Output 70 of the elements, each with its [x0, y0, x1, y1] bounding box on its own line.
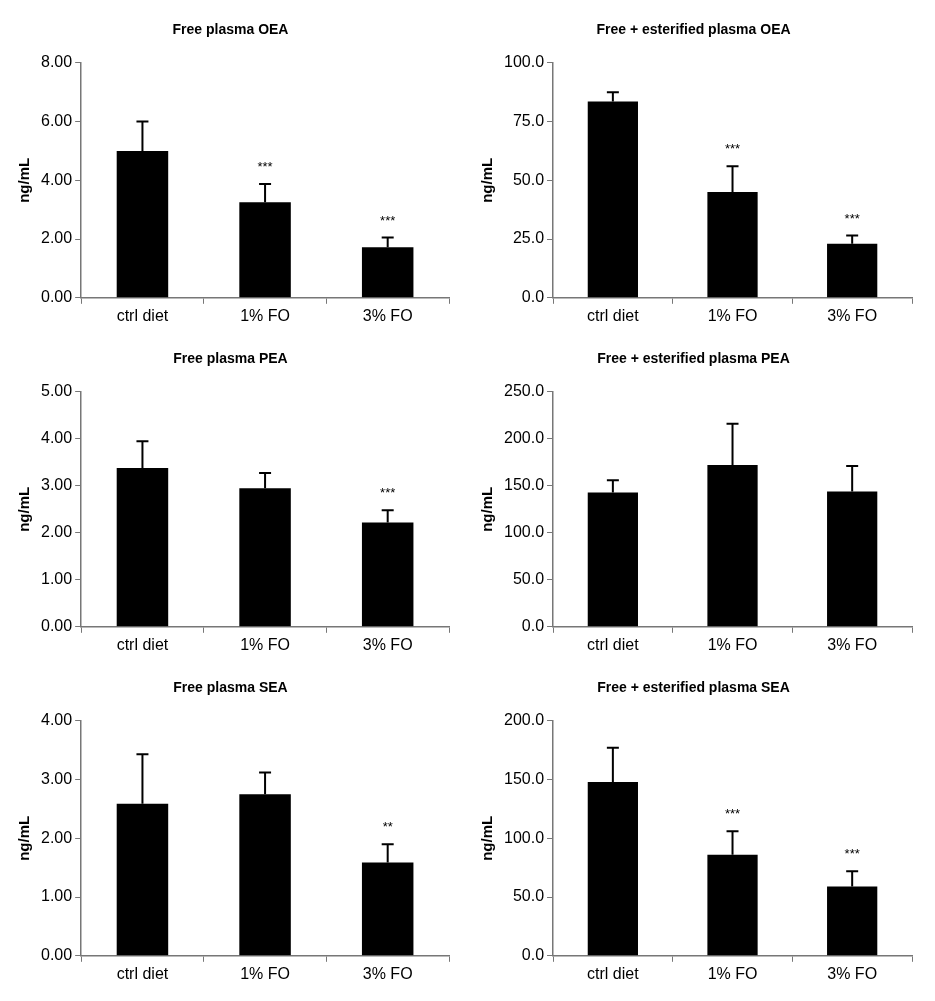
x-tick-label: 3% FO: [827, 964, 878, 982]
y-tick-label: 200.0: [503, 711, 545, 729]
y-tick-label: 8.00: [41, 53, 73, 71]
y-tick-label: 1.00: [41, 570, 73, 588]
y-tick-label: 100.0: [503, 523, 545, 541]
x-tick-label: ctrl diet: [587, 306, 640, 324]
x-tick-label: 3% FO: [362, 306, 413, 324]
x-tick-label: ctrl diet: [587, 964, 640, 982]
y-tick-label: 25.0: [512, 229, 545, 247]
y-tick-label: 100.0: [503, 53, 545, 71]
x-tick-label: 1% FO: [707, 964, 758, 982]
y-tick-label: 4.00: [41, 711, 73, 729]
y-tick-label: 50.0: [512, 570, 545, 588]
x-tick-label: ctrl diet: [587, 635, 640, 653]
x-tick-label: 3% FO: [362, 964, 413, 982]
y-tick-label: 0.00: [41, 288, 73, 306]
data-label: **: [382, 819, 393, 835]
x-tick-label: 3% FO: [362, 635, 413, 653]
data-label: ***: [844, 846, 860, 862]
y-tick-label: 0.0: [521, 946, 545, 964]
chart-title: Free plasma PEA: [173, 350, 288, 367]
data-label: ***: [380, 212, 396, 228]
y-tick-label: 250.0: [503, 382, 545, 400]
y-tick-label: 1.00: [41, 887, 73, 905]
y-tick-label: 50.0: [512, 170, 545, 188]
y-tick-label: 150.0: [503, 769, 545, 787]
y-axis-title: ng/mL: [15, 815, 33, 861]
data-label: ***: [380, 485, 396, 501]
x-tick-label: 1% FO: [707, 635, 758, 653]
y-tick-label: 3.00: [41, 769, 73, 787]
y-tick-label: 0.0: [521, 288, 545, 306]
chart-title: Free + esterified plasma SEA: [597, 679, 790, 696]
y-tick-label: 2.00: [41, 229, 73, 247]
y-axis-title: ng/mL: [478, 815, 496, 861]
data-label: ***: [724, 806, 741, 822]
y-tick-label: 2.00: [41, 523, 73, 541]
x-tick-label: 1% FO: [707, 306, 758, 324]
y-tick-label: 5.00: [41, 382, 73, 400]
y-tick-label: 200.0: [503, 429, 545, 447]
y-tick-label: 0.0: [521, 617, 545, 635]
data-label: ***: [257, 159, 273, 175]
data-label: ***: [724, 141, 741, 157]
y-tick-label: 100.0: [503, 828, 545, 846]
chart-title: Free plasma OEA: [172, 21, 289, 38]
x-tick-label: 1% FO: [240, 635, 290, 653]
y-tick-label: 50.0: [512, 887, 545, 905]
y-tick-label: 75.0: [512, 111, 545, 129]
y-tick-label: 2.00: [41, 828, 73, 846]
chart-title: Free + esterified plasma OEA: [596, 21, 791, 38]
y-axis-title: ng/mL: [478, 486, 496, 532]
y-tick-label: 150.0: [503, 476, 545, 494]
y-axis-title: ng/mL: [15, 157, 33, 203]
y-tick-label: 3.00: [41, 476, 73, 494]
y-axis-title: ng/mL: [478, 157, 496, 203]
y-tick-label: 0.00: [41, 617, 73, 635]
x-tick-label: ctrl diet: [116, 964, 169, 982]
y-tick-label: 6.00: [41, 111, 73, 129]
data-label: ***: [844, 210, 860, 226]
x-tick-label: ctrl diet: [116, 635, 169, 653]
y-axis-title: ng/mL: [15, 486, 33, 532]
x-tick-label: ctrl diet: [116, 306, 169, 324]
x-tick-label: 1% FO: [240, 306, 290, 324]
x-tick-label: 1% FO: [240, 964, 290, 982]
y-tick-label: 4.00: [41, 429, 73, 447]
chart-title: Free + esterified plasma PEA: [597, 350, 790, 367]
y-tick-label: 4.00: [41, 170, 73, 188]
y-tick-label: 0.00: [41, 946, 73, 964]
x-tick-label: 3% FO: [827, 635, 878, 653]
chart-title: Free plasma SEA: [173, 679, 288, 696]
x-tick-label: 3% FO: [827, 306, 878, 324]
